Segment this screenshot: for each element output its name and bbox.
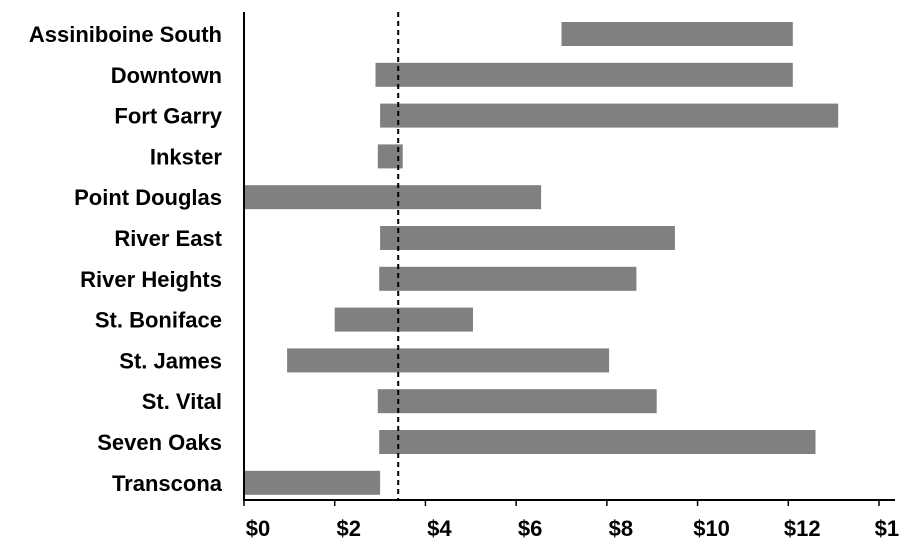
bar-seven-oaks xyxy=(379,430,816,454)
bar-st-vital xyxy=(377,389,657,414)
bar-assiniboine-south xyxy=(561,22,793,46)
bar-transcona xyxy=(244,470,381,495)
category-label-st-boniface: St. Boniface xyxy=(95,308,222,333)
x-tick-label: $10 xyxy=(693,516,730,541)
category-label-transcona: Transcona xyxy=(112,471,223,496)
bar-st-boniface xyxy=(334,307,473,332)
category-label-st-vital: St. Vital xyxy=(142,389,222,414)
category-label-river-heights: River Heights xyxy=(80,267,222,292)
x-tick-label: $0 xyxy=(246,516,270,541)
bars-layer xyxy=(244,22,839,495)
x-tick-label: $8 xyxy=(609,516,633,541)
bar-downtown xyxy=(375,62,793,87)
axes-layer xyxy=(243,12,895,506)
bar-point-douglas xyxy=(244,185,542,210)
bar-river-heights xyxy=(379,266,637,291)
category-label-downtown: Downtown xyxy=(111,63,222,88)
x-tick-label: $4 xyxy=(427,516,452,541)
category-label-fort-garry: Fort Garry xyxy=(114,104,222,129)
category-label-st-james: St. James xyxy=(119,348,222,373)
x-tick-label: $2 xyxy=(336,516,360,541)
category-label-river-east: River East xyxy=(114,226,222,251)
bar-fort-garry xyxy=(380,103,839,128)
category-label-seven-oaks: Seven Oaks xyxy=(97,430,222,455)
category-label-inkster: Inkster xyxy=(150,144,223,169)
labels-layer: Assiniboine South Downtown Fort Garry Inkst… xyxy=(29,22,899,541)
x-tick-label: $6 xyxy=(518,516,542,541)
category-label-assiniboine-south: Assiniboine South xyxy=(29,22,222,47)
bar-river-east xyxy=(380,226,675,250)
category-label-point-douglas: Point Douglas xyxy=(74,185,222,210)
x-tick-label: $12 xyxy=(784,516,821,541)
bar-st-james xyxy=(287,348,610,373)
x-tick-label: $14 xyxy=(875,516,899,541)
